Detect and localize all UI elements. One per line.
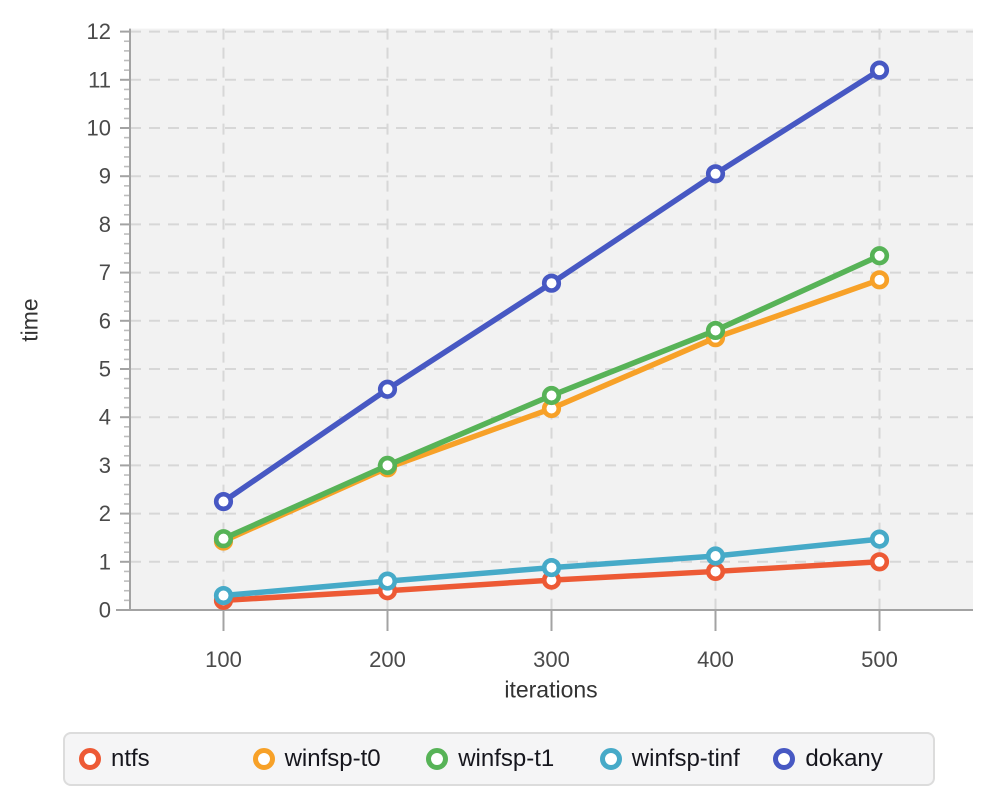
x-axis-title: iterations — [504, 676, 598, 703]
marker-winfsp-t0 — [869, 270, 890, 290]
x-tick-label: 200 — [369, 647, 406, 672]
y-tick-label: 9 — [99, 164, 111, 189]
legend-label-winfsp-t0: winfsp-t0 — [284, 745, 381, 772]
legend-label-winfsp-tinf: winfsp-tinf — [631, 745, 740, 772]
y-tick-label: 0 — [99, 598, 111, 623]
legend-item-winfsp-t0[interactable]: winfsp-t0 — [239, 745, 413, 773]
x-tick-label: 500 — [861, 647, 898, 672]
y-axis-title: time — [16, 298, 43, 342]
y-tick-label: 8 — [99, 212, 111, 237]
legend-label-winfsp-t1: winfsp-t1 — [458, 745, 555, 772]
winfsp-tinf-marker-icon — [599, 748, 622, 770]
marker-dokany — [869, 60, 890, 80]
legend-item-winfsp-t1[interactable]: winfsp-t1 — [412, 745, 586, 773]
legend-label-ntfs: ntfs — [111, 745, 150, 772]
y-tick-label: 10 — [87, 116, 111, 141]
x-tick-label: 400 — [697, 647, 734, 672]
y-tick-label: 7 — [99, 260, 111, 285]
ntfs-marker-icon — [79, 748, 101, 770]
legend-item-dokany[interactable]: dokany — [759, 745, 933, 773]
legend-item-winfsp-tinf[interactable]: winfsp-tinf — [586, 745, 760, 773]
marker-winfsp-tinf — [705, 546, 726, 566]
y-tick-label: 11 — [88, 67, 111, 92]
marker-winfsp-t1 — [869, 246, 890, 266]
marker-winfsp-tinf — [869, 529, 890, 549]
marker-dokany — [377, 379, 398, 399]
marker-winfsp-t1 — [705, 320, 726, 341]
marker-winfsp-tinf — [541, 557, 562, 578]
marker-dokany — [705, 164, 726, 184]
marker-winfsp-tinf — [213, 585, 234, 606]
marker-ntfs — [869, 552, 890, 572]
marker-dokany — [541, 273, 562, 293]
marker-winfsp-t1 — [377, 455, 398, 476]
marker-ntfs — [705, 561, 726, 582]
dokany-marker-icon — [773, 748, 796, 770]
winfsp-t0-marker-icon — [252, 748, 275, 770]
winfsp-t1-marker-icon — [426, 748, 449, 770]
y-tick-label: 2 — [99, 501, 111, 526]
x-tick-label: 100 — [205, 647, 242, 672]
marker-winfsp-t1 — [541, 385, 562, 406]
legend: ntfs winfsp-t0 winfsp-t1 winfsp-tinf dok… — [63, 732, 935, 786]
y-tick-label: 5 — [99, 357, 111, 382]
y-tick-label: 6 — [99, 308, 111, 333]
marker-winfsp-t1 — [213, 529, 234, 549]
x-tick-label: 300 — [533, 647, 570, 672]
marker-dokany — [213, 491, 234, 512]
y-tick-label: 4 — [99, 405, 111, 430]
y-tick-label: 12 — [87, 19, 111, 44]
legend-label-dokany: dokany — [805, 745, 883, 772]
marker-winfsp-tinf — [377, 571, 398, 591]
y-tick-label: 3 — [99, 453, 111, 478]
y-tick-label: 1 — [99, 549, 111, 574]
legend-item-ntfs[interactable]: ntfs — [65, 745, 239, 773]
